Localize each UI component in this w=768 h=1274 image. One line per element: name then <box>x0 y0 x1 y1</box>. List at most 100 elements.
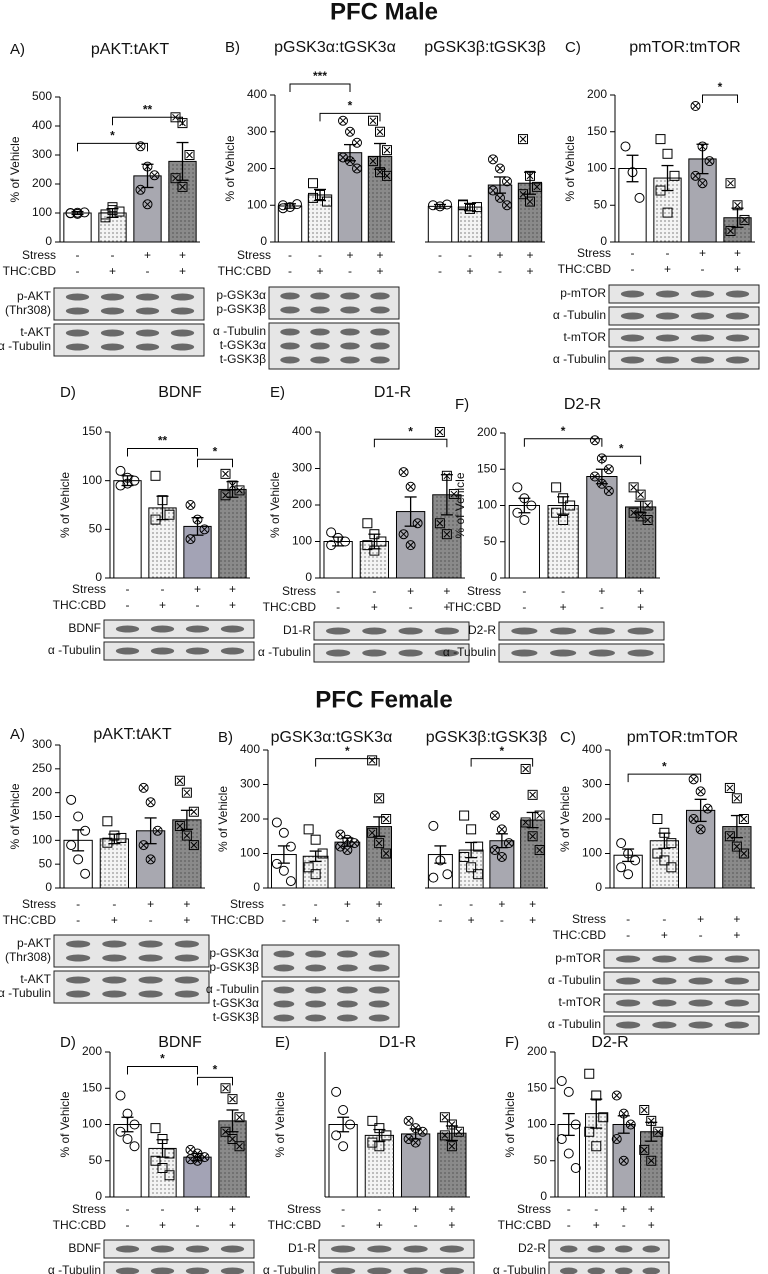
blot-label: t-GSK3β <box>213 1010 259 1024</box>
blot-band <box>135 329 160 337</box>
data-point <box>145 797 156 808</box>
data-point-cross <box>383 146 391 154</box>
data-point-cross <box>647 1117 655 1125</box>
y-tick-label: 0 <box>490 570 497 584</box>
blot-band <box>280 356 300 364</box>
blot-band <box>102 976 127 984</box>
blot-band <box>724 1021 750 1029</box>
blot-band <box>174 990 200 998</box>
data-point-cross <box>640 1106 648 1114</box>
blot-band <box>615 977 641 985</box>
data-point <box>628 482 639 493</box>
data-point <box>102 816 113 827</box>
blot-band <box>725 290 750 298</box>
blot-band <box>690 356 715 364</box>
y-tick-label: 300 <box>32 147 52 161</box>
data-point <box>627 167 638 178</box>
condition-sign: - <box>196 598 200 612</box>
data-point-cross <box>236 487 243 494</box>
blot-band <box>185 1267 210 1274</box>
blot-band <box>65 954 91 962</box>
condition-sign: - <box>626 928 630 942</box>
data-point-cross <box>194 1150 201 1157</box>
data-point <box>73 854 84 865</box>
data-point-cross <box>176 777 184 785</box>
data-point <box>369 545 380 556</box>
blot-band <box>220 647 245 655</box>
data-point <box>278 827 289 838</box>
data-point <box>157 1134 168 1144</box>
blot-band <box>627 627 654 635</box>
data-point <box>635 511 646 522</box>
condition-label: THC:CBD <box>448 600 502 614</box>
data-point <box>174 775 185 786</box>
data-point <box>618 1155 629 1166</box>
significance-label: * <box>408 424 413 438</box>
data-point-cross <box>201 1153 208 1161</box>
data-point <box>704 156 715 167</box>
blot-band <box>724 999 750 1007</box>
blot-band <box>627 649 654 657</box>
blot-band <box>340 306 360 314</box>
data-point <box>308 192 318 203</box>
data-point <box>534 845 545 856</box>
condition-sign: - <box>126 582 130 596</box>
bar-texture <box>365 1135 394 1197</box>
significance-bracket <box>77 142 148 152</box>
blot-band <box>174 940 200 948</box>
condition-sign: - <box>126 1218 130 1232</box>
data-point <box>446 1119 457 1130</box>
data-point <box>177 181 188 192</box>
blot-image <box>318 1239 475 1259</box>
condition-sign: - <box>161 582 165 596</box>
data-point-cross <box>727 227 734 235</box>
blot-label: t-GSK3α <box>220 338 266 352</box>
blot-band <box>185 647 210 655</box>
bar <box>63 212 92 243</box>
bar <box>400 1133 431 1198</box>
data-point <box>342 845 353 856</box>
blot-image <box>548 1261 670 1274</box>
blot-band <box>305 1014 327 1022</box>
condition-sign: - <box>282 913 286 927</box>
data-point <box>558 493 569 504</box>
blot-band <box>362 627 387 635</box>
condition-sign: + <box>376 897 383 911</box>
data-point <box>326 527 337 538</box>
blot-band <box>100 329 125 337</box>
y-tick-label: 150 <box>527 1080 547 1094</box>
blot-band <box>185 1245 210 1253</box>
data-point <box>310 834 321 845</box>
data-point <box>340 536 351 547</box>
blot-image <box>103 1261 255 1274</box>
data-point <box>352 163 362 174</box>
data-point <box>570 1163 581 1173</box>
blot-band <box>587 1267 605 1274</box>
y-tick-label: 200 <box>32 785 52 799</box>
data-point <box>630 855 641 866</box>
data-point-cross <box>726 832 734 840</box>
blot-band <box>305 986 327 994</box>
condition-label: Stress <box>230 897 264 911</box>
blot-band <box>273 986 295 994</box>
data-point-cross <box>400 468 407 476</box>
y-tick-label: 0 <box>600 234 607 248</box>
data-point-cross <box>443 472 451 480</box>
data-point <box>310 869 321 880</box>
condition-sign: + <box>183 913 190 927</box>
blot-image <box>603 993 760 1013</box>
data-point <box>135 184 146 195</box>
data-point-cross <box>647 1157 655 1165</box>
data-point <box>603 464 614 475</box>
blot-band <box>150 647 175 655</box>
data-point-cross <box>526 172 534 180</box>
blot-image <box>103 641 255 661</box>
blot-band <box>688 999 713 1007</box>
data-point-cross <box>727 179 734 187</box>
condition-sign: + <box>316 264 323 278</box>
blot-band <box>724 955 750 963</box>
significance-bracket <box>112 116 183 126</box>
blot-band <box>220 1267 245 1274</box>
bar <box>427 205 453 243</box>
blot-band <box>310 306 330 314</box>
